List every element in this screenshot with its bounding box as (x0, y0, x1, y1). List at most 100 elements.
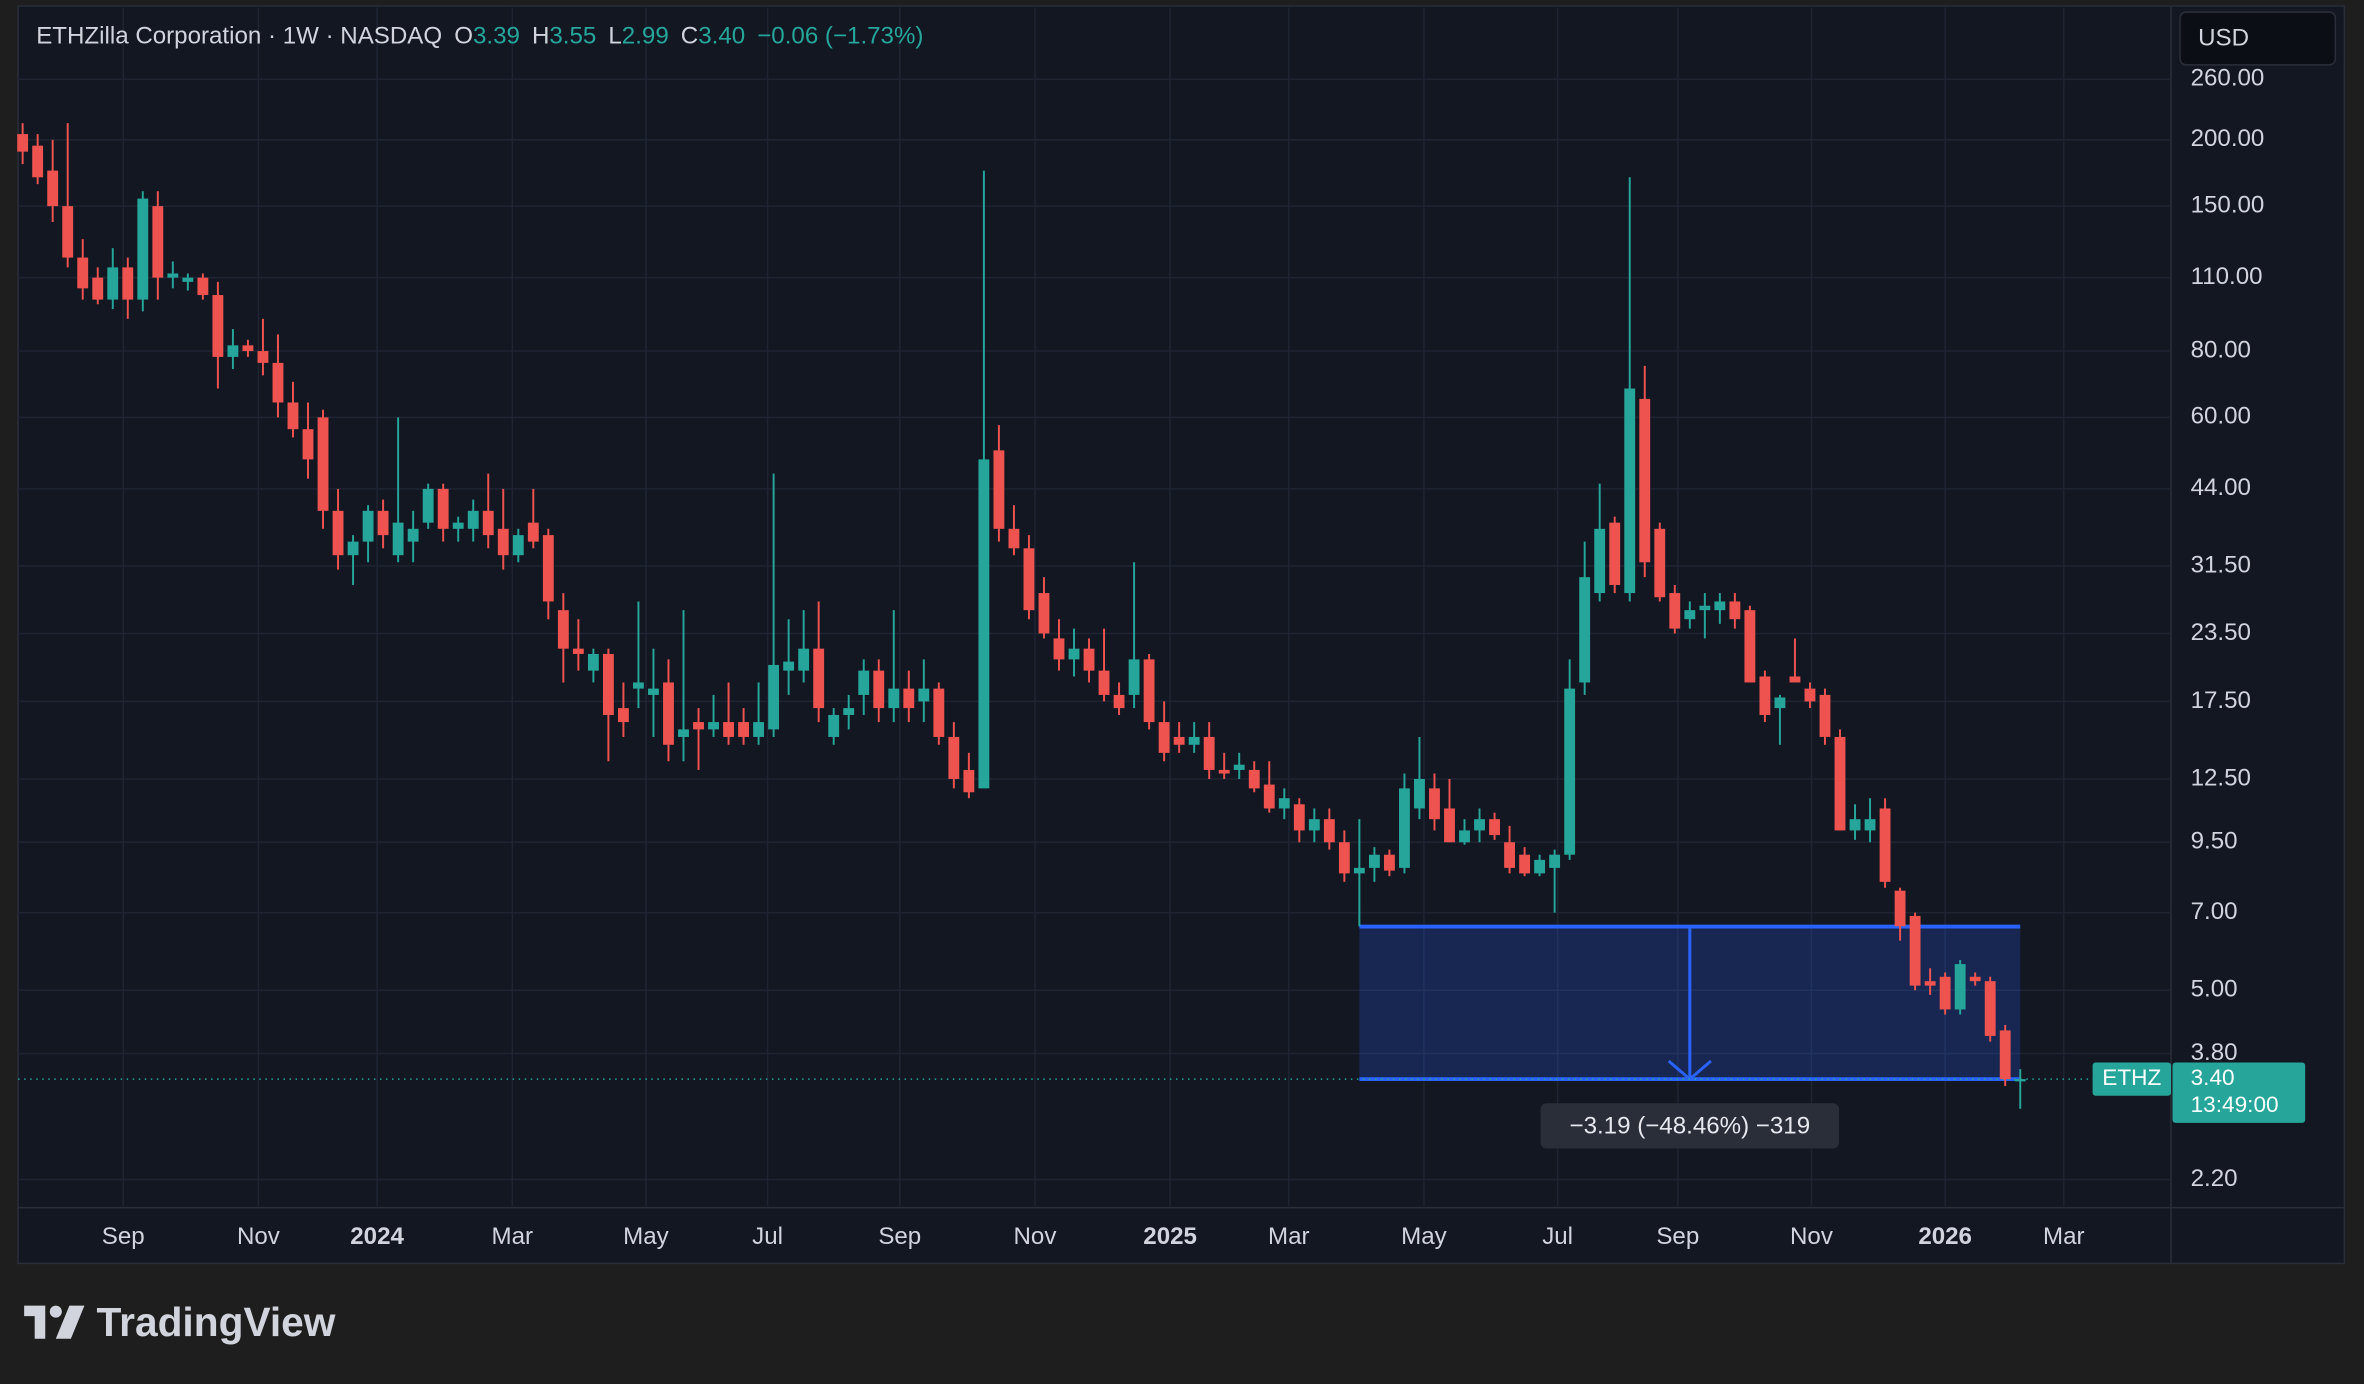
logo-slash (55, 1305, 85, 1339)
candle-body (572, 648, 584, 654)
candle-body (1353, 867, 1365, 874)
measure-label: −3.19 (−48.46%) −319 (1569, 1113, 1810, 1140)
candle-body (1714, 601, 1726, 611)
candle-body (858, 670, 870, 695)
candle-body (1969, 976, 1981, 982)
candle-body (1744, 610, 1756, 683)
candle-body (77, 257, 89, 289)
x-tick-label: 2024 (350, 1223, 404, 1250)
y-tick-label: 44.00 (2191, 474, 2251, 501)
symbol-tag-label: ETHZ (2102, 1065, 2161, 1090)
candle-body (1849, 819, 1861, 831)
candle-body (152, 206, 164, 278)
candle-body (1639, 398, 1651, 563)
y-tick-label: 60.00 (2191, 403, 2251, 430)
candle-body (1158, 722, 1170, 753)
candle-body (1323, 819, 1335, 843)
candle-body (1098, 670, 1110, 695)
candle-body (392, 522, 404, 556)
candle-body (1954, 964, 1966, 1010)
candle-body (1414, 778, 1425, 809)
y-tick-label: 23.50 (2191, 619, 2251, 646)
x-tick-label: Sep (1656, 1223, 1699, 1250)
h-key: H (532, 23, 549, 50)
candle-body (1909, 915, 1921, 986)
candle-body (1008, 528, 1020, 549)
candle-body (1083, 648, 1095, 671)
candle-body (32, 145, 44, 178)
candle-body (873, 670, 885, 709)
h-value: 3.55 (549, 23, 596, 50)
y-tick-label: 2.20 (2191, 1165, 2238, 1192)
measure-label-bg (1540, 1103, 1840, 1149)
candle-body (1188, 736, 1200, 745)
price-tag-value: 3.40 (2191, 1065, 2235, 1090)
axes: 260.00 200.00 150.00 110.00 80.00 60.00 44.00 3… (102, 65, 2306, 1250)
plot: −3.19 (−48.46%) −319 (17, 123, 2172, 1149)
x-tick-label: Jul (752, 1223, 783, 1250)
c-key: C (681, 23, 698, 50)
candle-body (1248, 769, 1260, 789)
candle-body (1053, 638, 1065, 660)
candle-body (1143, 659, 1155, 723)
candle-body (542, 535, 554, 602)
candle-body (272, 362, 284, 403)
logo-dot (49, 1305, 62, 1318)
candle-body (1068, 648, 1080, 660)
candle-body (47, 170, 59, 207)
candle-body (828, 714, 840, 737)
candle-body (1429, 788, 1440, 820)
x-tick-label: Mar (2043, 1223, 2085, 1250)
candle-body (1113, 694, 1125, 709)
y-tick-label: 80.00 (2191, 336, 2251, 363)
candle-body (227, 345, 239, 357)
candle-body (1699, 605, 1711, 611)
candle-body (1519, 854, 1531, 874)
candle-body (1173, 736, 1185, 745)
brand-logo[interactable] (24, 1305, 85, 1339)
x-tick-label: Mar (1268, 1223, 1310, 1250)
candle-body (302, 429, 314, 460)
y-tick-label: 5.00 (2191, 976, 2238, 1003)
candle-body (888, 688, 900, 709)
y-tick-label: 110.00 (2191, 263, 2263, 290)
currency-label[interactable]: USD (2198, 25, 2249, 52)
candle-body (1924, 981, 1936, 986)
logo-mark (24, 1305, 46, 1339)
candle-body (843, 708, 855, 715)
x-tick-label: May (623, 1223, 669, 1250)
y-tick-label: 7.00 (2191, 898, 2238, 925)
candle-body (1368, 854, 1380, 868)
candle-body (1819, 694, 1831, 737)
candle-body (497, 528, 509, 556)
y-tick-label: 9.50 (2191, 828, 2238, 855)
price-tag (2172, 1062, 2306, 1123)
candle-body (1864, 819, 1876, 831)
y-tick-label: 12.50 (2191, 764, 2251, 791)
candle-body (813, 648, 825, 709)
candle-body (437, 488, 449, 529)
candle-body (167, 273, 179, 278)
candle-body (1489, 819, 1500, 836)
y-tick-label: 17.50 (2191, 687, 2251, 714)
currency-button[interactable] (2179, 11, 2337, 66)
candle-body (693, 722, 704, 730)
candle-body (197, 277, 209, 296)
candle-body (1474, 819, 1485, 831)
candle-body (1759, 676, 1771, 715)
x-tick-label: Nov (1790, 1223, 1833, 1250)
candle-body (1263, 784, 1275, 809)
o-value: 3.39 (473, 23, 520, 50)
price-tag-countdown: 13:49:00 (2191, 1092, 2279, 1117)
candle-body (407, 528, 419, 542)
candle-body (362, 510, 374, 542)
brand-name[interactable]: TradingView (97, 1299, 336, 1345)
candle-body (1218, 769, 1230, 774)
candle-body (602, 653, 614, 715)
candle-body (1879, 808, 1891, 882)
o-key: O (454, 23, 473, 50)
candle-body (933, 688, 945, 737)
candle-body (1399, 788, 1410, 868)
x-tick-label: May (1401, 1223, 1447, 1250)
